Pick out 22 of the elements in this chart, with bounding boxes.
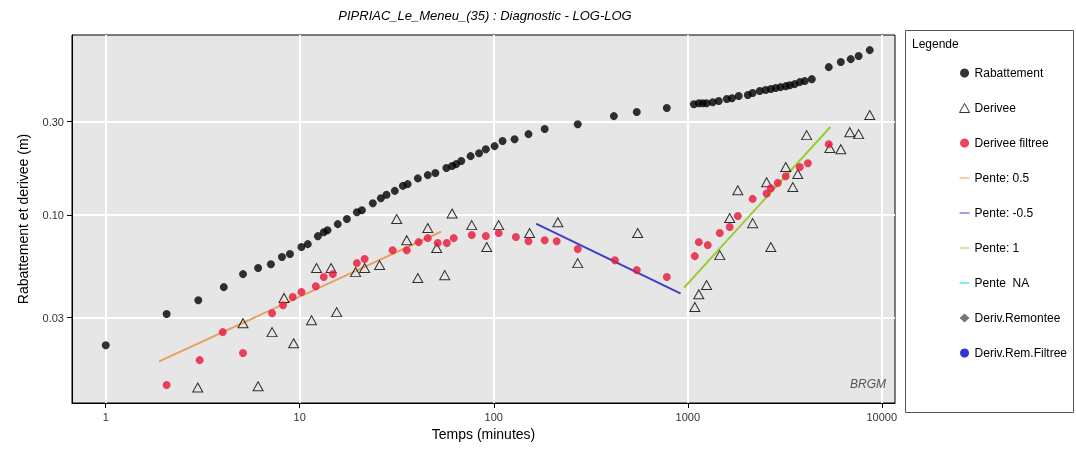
x-axis-title: Temps (minutes): [431, 425, 536, 442]
x-tick-label: 100: [484, 410, 503, 423]
legend-label: Pente NA: [974, 276, 1030, 290]
legend-label: Pente: 1: [974, 241, 1020, 255]
y-axis-title: Rabattement et derivee (m): [15, 133, 31, 305]
legend-label: Derivee: [974, 101, 1017, 115]
chart-title: PIPRIAC_Le_Meneu_(35) : Diagnostic - LOG-LOG: [338, 8, 632, 23]
legend-label: Deriv.Rem.Filtree: [974, 346, 1068, 360]
legend-label: Rabattement: [974, 66, 1044, 80]
legend-label: Pente: 0.5: [974, 171, 1030, 185]
x-tick-label: 1: [102, 410, 109, 423]
x-tick-label: 10: [293, 410, 306, 423]
annotation: BRGM: [850, 377, 886, 391]
legend-label: Derivee filtree: [974, 136, 1049, 150]
y-tick-label: 0.30: [42, 115, 64, 128]
legend-label: Pente: -0.5: [974, 206, 1034, 220]
x-tick-label: 10000: [866, 410, 898, 423]
legend-label: Deriv.Remontee: [974, 311, 1061, 325]
x-tick-label: 1000: [675, 410, 701, 423]
legend-title: Legende: [912, 37, 960, 51]
y-tick-label: 0.10: [42, 209, 64, 222]
y-tick-label: 0.03: [42, 311, 64, 324]
